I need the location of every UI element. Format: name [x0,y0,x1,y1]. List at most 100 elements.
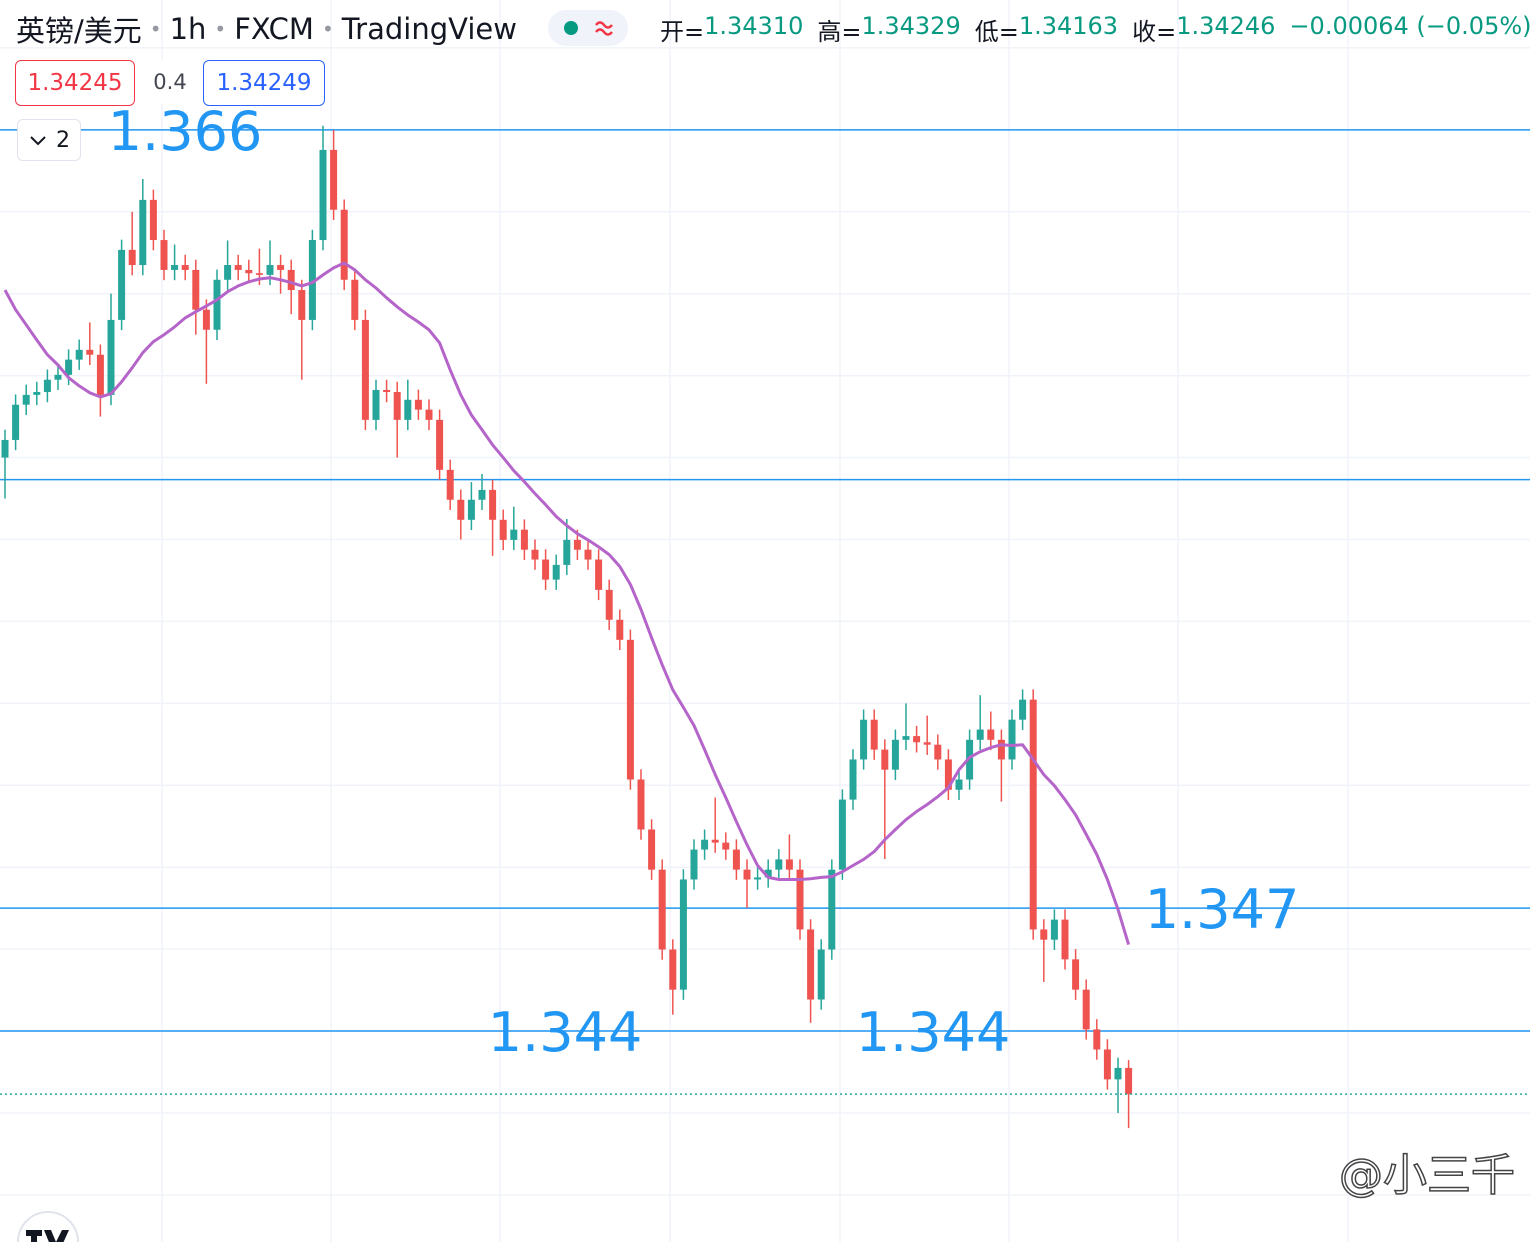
candle-body [828,869,836,950]
candle-body [436,419,444,470]
candle-body [711,839,719,843]
candle-body [923,742,931,745]
candle-body [764,869,772,878]
candle-body [160,240,168,270]
sell-button[interactable]: 1.34245 [15,60,135,106]
spread: 0.4 [142,60,198,104]
candle-body [722,842,730,850]
ohlc-label: 开= [660,18,705,46]
candle-body [171,265,179,270]
candle-body [1029,699,1037,930]
candle-body [75,349,83,360]
candle-body [319,149,327,241]
candle-body [1061,919,1069,960]
interval[interactable]: 1h [169,12,207,46]
candle-body [340,209,348,280]
candle-body [107,319,115,395]
candle-body [234,265,242,270]
candle-body [573,539,581,550]
candle-body [679,879,687,990]
indicator-count: 2 [56,127,70,153]
candle-body [499,519,507,540]
chevron [30,136,46,146]
status-badge[interactable] [548,10,630,48]
candle-body [605,589,613,620]
candle-body [266,265,274,275]
ohlc-label: 低= [974,18,1019,46]
candle-body [1093,1029,1101,1050]
candle-body [552,564,560,580]
moving-average [3,261,1131,946]
candle-body [1103,1049,1111,1080]
candle-body [224,265,232,280]
candle-body [785,859,793,870]
candle-body [96,354,104,395]
annotation: 1.347 [1145,878,1300,941]
candle-body [987,729,995,740]
candle-body [128,249,136,266]
candle-body [298,290,306,320]
candle-body [213,279,221,330]
candle-body [33,392,41,395]
candle-body [955,779,963,790]
candle-body [425,409,433,420]
candle-body [1072,959,1080,990]
candle-body [202,309,210,330]
annotation: 1.366 [108,100,263,163]
candle-body [563,539,571,565]
candle-body [12,404,20,440]
candle-body [22,394,30,405]
ohlc-value: 1.34163 [1018,12,1119,40]
candle-body [139,199,147,266]
candle-body [520,529,528,550]
candle-body [881,749,889,770]
candle-body [796,869,804,930]
candle-body [149,199,157,241]
candle-body [489,489,497,520]
candle-body [595,559,603,590]
annotation: 1.344 [488,1001,643,1064]
candle-body [902,736,910,740]
candle-body [351,279,359,320]
indicators-toggle[interactable]: 2 [17,119,81,161]
candle-body [478,489,486,500]
candle-body [817,949,825,1000]
buy-button[interactable]: 1.34249 [203,60,325,106]
ohlc: 开= 1.34310 高= 1.34329 低= 1.34163 收= 1.34246 −0.0… [660,12,1530,47]
candle-body [404,399,412,420]
candle-body [807,929,815,1000]
candle-body [414,399,422,410]
candle-body [891,739,899,770]
candle-body [542,559,550,580]
candle-body [648,829,656,870]
candle-body [1,439,9,458]
candle-body [393,392,401,420]
candle-body [838,799,846,870]
symbol[interactable]: 英镑/美元 [16,14,142,48]
candle-body [255,273,263,275]
candle-body [944,759,952,790]
change: −0.00064 (−0.05%) [1289,12,1530,40]
candle-body [308,240,316,320]
ohlc-label: 高= [817,18,862,46]
candle-body [277,265,285,270]
tv-logo[interactable] [0,1190,90,1242]
candle-body [383,389,391,393]
candle-body [754,877,762,880]
candle-body [934,744,942,760]
candle-body [372,389,380,420]
candle-body [732,849,740,870]
ohlc-label: 收= [1132,18,1177,46]
candle-body [997,739,1005,760]
candle-body [54,374,62,380]
exchange: FXCM [234,12,314,46]
candle-body [1019,699,1027,720]
candle-body [531,549,539,560]
candle-body [118,249,126,320]
header: 英镑/美元 • 1h • FXCM • TradingView [16,8,517,50]
candle-body [860,719,868,760]
candle-body [181,265,189,270]
candle-body [849,759,857,800]
